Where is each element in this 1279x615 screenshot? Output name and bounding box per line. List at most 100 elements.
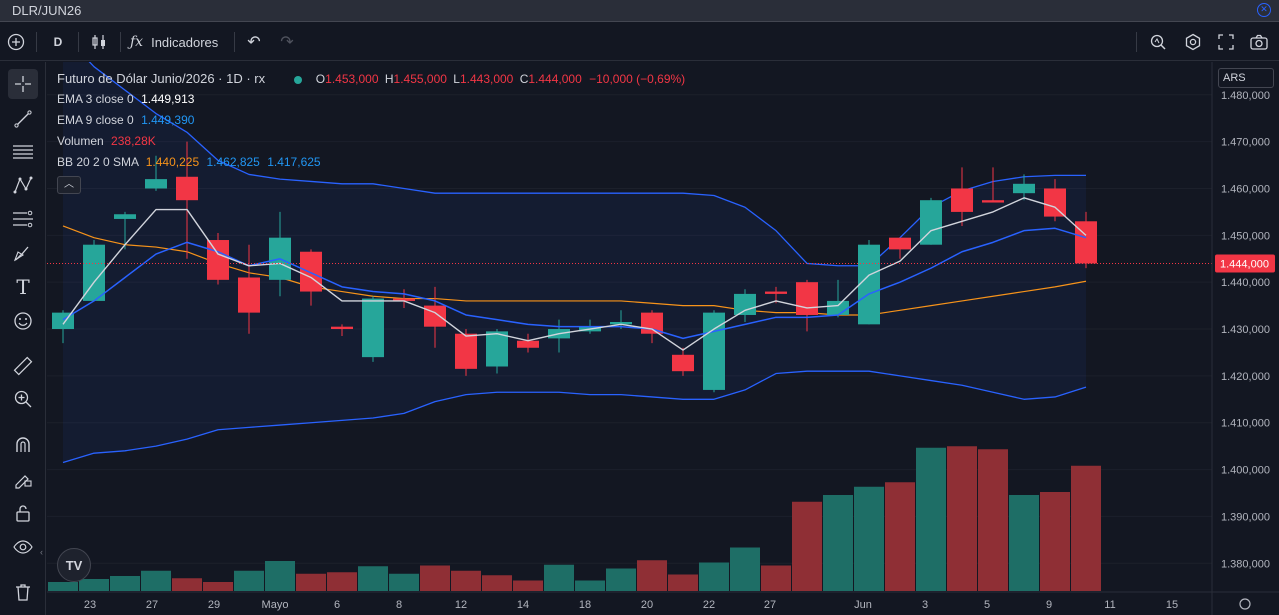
volume-bar (575, 580, 605, 591)
candle-body (1075, 221, 1097, 264)
legend-bb-row[interactable]: BB 20 2 0 SMA 1.440,225 1.462,825 1.417,… (57, 152, 685, 173)
lock-icon[interactable] (8, 498, 38, 528)
chart-area[interactable]: 1.444,000 1.480,000 1.470,000 1.460,000 1.4… (47, 33, 1279, 615)
candle-body (145, 179, 167, 189)
time-tick-label: 20 (641, 599, 653, 611)
bb-lower-value: 1.417,625 (267, 155, 321, 169)
candle-body (1044, 188, 1066, 217)
legend-volume-row[interactable]: Volumen 238,28K (57, 131, 685, 152)
forecast-icon[interactable] (8, 204, 38, 234)
settings-gear-icon[interactable] (1181, 23, 1205, 61)
eye-icon[interactable] (8, 532, 38, 562)
candle-body (889, 237, 911, 250)
volume-bar (327, 572, 357, 591)
undo-icon[interactable]: ↶ (247, 34, 261, 51)
volume-value: 238,28K (111, 134, 156, 148)
time-tick-label: 22 (703, 599, 715, 611)
volume-bar (203, 582, 233, 591)
volume-bar (792, 501, 822, 591)
time-tick-label: 14 (517, 599, 529, 611)
volume-bar (854, 486, 884, 591)
horizontal-lines-icon[interactable] (8, 137, 38, 167)
candle-body (827, 300, 849, 315)
candle-body (982, 200, 1004, 203)
time-tick-label: 15 (1166, 599, 1178, 611)
candle-body (486, 331, 508, 367)
quick-search-icon[interactable] (1146, 23, 1170, 61)
volume-bar (110, 576, 140, 591)
trash-icon[interactable] (8, 577, 38, 607)
candle-body (517, 340, 539, 348)
candle-body (920, 200, 942, 245)
price-tick-label: 1.450,000 (1221, 230, 1270, 242)
volume-bar (265, 561, 295, 591)
volume-bar (296, 573, 326, 591)
ohlc-low: 1.443,000 (459, 72, 514, 86)
bb-basis-line (62, 225, 1087, 316)
volume-bar (482, 575, 512, 591)
ruler-icon[interactable] (8, 351, 38, 381)
candle-body (610, 322, 632, 325)
price-chart[interactable]: 1.444,000 1.480,000 1.470,000 1.460,000 1.4… (47, 33, 1279, 615)
ohlc-close: 1.444,000 (528, 72, 582, 86)
redo-icon[interactable]: ↷ (280, 34, 294, 51)
volume-bar (761, 565, 791, 591)
price-tick-label: 1.390,000 (1221, 511, 1270, 523)
legend-collapse-button[interactable]: ︿ (57, 176, 81, 194)
candles-icon[interactable] (88, 23, 110, 61)
volume-bar (358, 566, 388, 591)
currency-selector[interactable]: ARS (1218, 68, 1274, 88)
price-tick-label: 1.430,000 (1221, 324, 1270, 336)
volume-bar (637, 560, 667, 591)
legend-ema9-row[interactable]: EMA 9 close 0 1.449,390 (57, 110, 685, 131)
ohlc-open: 1.453,000 (325, 72, 379, 86)
price-tick-label: 1.420,000 (1221, 371, 1270, 383)
ohlc-close-label: C (519, 72, 529, 86)
volume-bar (389, 573, 419, 591)
emoji-icon[interactable] (8, 306, 38, 336)
price-tick-label: 1.410,000 (1221, 418, 1270, 430)
bb-lower-line (62, 370, 1087, 464)
lock-drawings-icon[interactable] (8, 464, 38, 494)
toolbar-separator (78, 32, 79, 52)
add-symbol-icon[interactable] (4, 23, 28, 61)
price-tick-label: 1.460,000 (1221, 183, 1270, 195)
close-icon[interactable]: ✕ (1257, 3, 1271, 17)
bb-band-fill (63, 33, 1086, 463)
volume-bar (79, 579, 109, 591)
brush-icon[interactable] (8, 238, 38, 268)
time-tick-label: 9 (1046, 599, 1052, 611)
volume-bar (451, 570, 481, 591)
candle-body (796, 282, 818, 315)
volume-bar (699, 562, 729, 591)
legend-ema3-row[interactable]: EMA 3 close 0 1.449,913 (57, 89, 685, 110)
candle-body (951, 188, 973, 212)
indicators-button[interactable]: ƒx Indicadores (130, 23, 230, 61)
zoom-in-icon[interactable] (8, 384, 38, 414)
ema9-value: 1.449,390 (141, 113, 195, 127)
volume-bar (234, 570, 264, 591)
candle-body (176, 176, 198, 201)
time-tick-label: Jun (854, 599, 872, 611)
price-tick-label: 1.480,000 (1221, 90, 1270, 102)
volume-bar (1071, 465, 1101, 591)
collapse-toolbar-icon[interactable]: ‹ (40, 547, 43, 557)
symbol-title[interactable]: Futuro de Dólar Junio/2026 · 1D · rx (57, 71, 266, 86)
trend-line-icon[interactable] (8, 104, 38, 134)
camera-icon[interactable] (1247, 23, 1271, 61)
toolbar-separator (36, 32, 37, 52)
magnet-icon[interactable] (8, 430, 38, 460)
interval-button[interactable]: D (53, 35, 63, 49)
drawing-toolbar: T ‹ (0, 62, 46, 615)
time-tick-label: 12 (455, 599, 467, 611)
toolbar-separator (1136, 32, 1137, 52)
fullscreen-icon[interactable] (1214, 23, 1238, 61)
volume-bar (730, 547, 760, 591)
time-tick-label: 8 (396, 599, 402, 611)
text-tool-icon[interactable]: T (16, 275, 30, 299)
tradingview-logo-icon[interactable]: TV (57, 548, 91, 582)
pattern-icon[interactable] (8, 170, 38, 200)
crosshair-icon[interactable] (8, 69, 38, 99)
volume-bar (420, 565, 450, 591)
ohlc-open-label: O (315, 72, 326, 86)
